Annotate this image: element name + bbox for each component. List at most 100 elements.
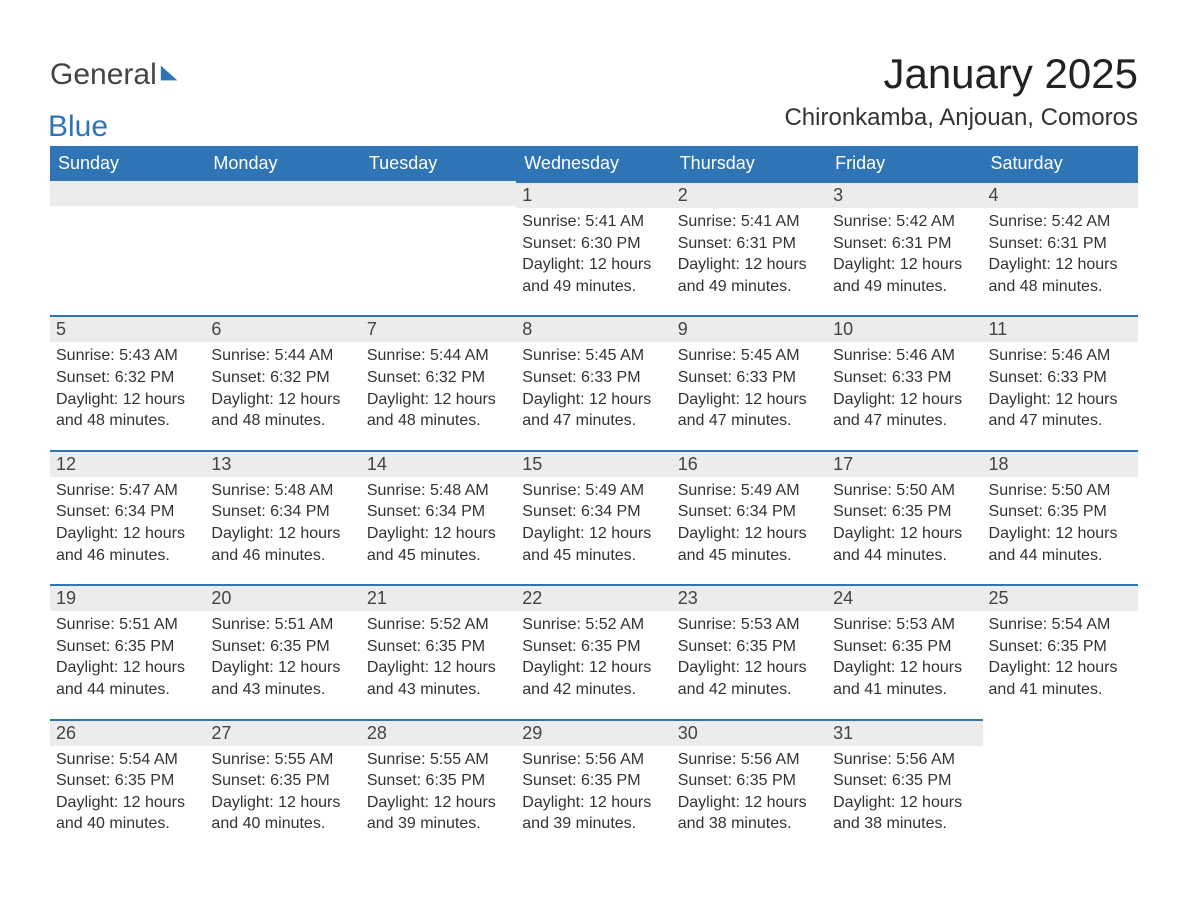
empty-day-bar xyxy=(50,181,205,206)
calendar-table: Sunday Monday Tuesday Wednesday Thursday… xyxy=(50,146,1138,853)
calendar-day-cell: 13 Sunrise: 5:48 AMSunset: 6:34 PMDayligh… xyxy=(205,450,360,584)
sunset-line: Sunset: 6:35 PM xyxy=(56,636,199,658)
sunrise-line: Sunrise: 5:54 AM xyxy=(989,614,1132,636)
day-number: 31 xyxy=(827,719,982,746)
day-body: Sunrise: 5:46 AMSunset: 6:33 PMDaylight:… xyxy=(983,345,1138,431)
day-number: 14 xyxy=(361,450,516,477)
calendar-day-cell: 26Sunrise: 5:54 AMSunset: 6:35 PMDayligh… xyxy=(50,719,205,853)
daylight-line: Daylight: 12 hours and 47 minutes. xyxy=(522,389,665,432)
daylight-line: Daylight: 12 hours and 45 minutes. xyxy=(522,523,665,566)
calendar-day-cell: 27Sunrise: 5:55 AMSunset: 6:35 PMDayligh… xyxy=(205,719,360,853)
calendar-day-cell: 18Sunrise: 5:50 AMSunset: 6:35 PMDayligh… xyxy=(983,450,1138,584)
daylight-line: Daylight: 12 hours and 46 minutes. xyxy=(56,523,199,566)
calendar-day-cell: 9Sunrise: 5:45 AMSunset: 6:33 PMDaylight… xyxy=(672,315,827,449)
daylight-line: Daylight: 12 hours and 43 minutes. xyxy=(211,657,354,700)
daylight-line: Daylight: 12 hours and 38 minutes. xyxy=(678,792,821,835)
location-subtitle: Chironkamba, Anjouan, Comoros xyxy=(784,104,1138,132)
sunset-line: Sunset: 6:32 PM xyxy=(367,367,510,389)
day-number: 9 xyxy=(672,315,827,342)
sunset-line: Sunset: 6:34 PM xyxy=(522,501,665,523)
sunrise-line: Sunrise: 5:56 AM xyxy=(678,749,821,771)
daylight-line: Daylight: 12 hours and 47 minutes. xyxy=(678,389,821,432)
day-number: 21 xyxy=(361,584,516,611)
sunset-line: Sunset: 6:35 PM xyxy=(678,636,821,658)
sunrise-line: Sunrise: 5:46 AM xyxy=(833,345,976,367)
sunset-line: Sunset: 6:35 PM xyxy=(211,636,354,658)
calendar-day-cell: 3 Sunrise: 5:42 AMSunset: 6:31 PMDaylight… xyxy=(827,181,982,315)
day-body: Sunrise: 5:52 AMSunset: 6:35 PMDaylight:… xyxy=(516,614,671,700)
day-body: Sunrise: 5:48 AMSunset: 6:34 PMDaylight:… xyxy=(205,480,360,566)
daylight-line: Daylight: 12 hours and 38 minutes. xyxy=(833,792,976,835)
daylight-line: Daylight: 12 hours and 47 minutes. xyxy=(833,389,976,432)
day-number: 11 xyxy=(983,315,1138,342)
daylight-line: Daylight: 12 hours and 42 minutes. xyxy=(678,657,821,700)
sunset-line: Sunset: 6:35 PM xyxy=(989,501,1132,523)
sunset-line: Sunset: 6:33 PM xyxy=(522,367,665,389)
day-body: Sunrise: 5:46 AMSunset: 6:33 PMDaylight:… xyxy=(827,345,982,431)
daylight-line: Daylight: 12 hours and 45 minutes. xyxy=(367,523,510,566)
sunset-line: Sunset: 6:34 PM xyxy=(211,501,354,523)
day-number: 29 xyxy=(516,719,671,746)
sunset-line: Sunset: 6:32 PM xyxy=(56,367,199,389)
daylight-line: Daylight: 12 hours and 44 minutes. xyxy=(989,523,1132,566)
daylight-line: Daylight: 12 hours and 45 minutes. xyxy=(678,523,821,566)
sunrise-line: Sunrise: 5:55 AM xyxy=(211,749,354,771)
sunset-line: Sunset: 6:31 PM xyxy=(833,233,976,255)
calendar-day-cell: 21 Sunrise: 5:52 AMSunset: 6:35 PMDayligh… xyxy=(361,584,516,718)
sunset-line: Sunset: 6:34 PM xyxy=(367,501,510,523)
day-number: 17 xyxy=(827,450,982,477)
weekday-header: Tuesday xyxy=(361,146,516,181)
empty-day-bar xyxy=(205,181,360,206)
sunrise-line: Sunrise: 5:41 AM xyxy=(678,211,821,233)
calendar-day-cell xyxy=(50,181,205,315)
calendar-day-cell: 1 Sunrise: 5:41 AMSunset: 6:30 PMDaylight… xyxy=(516,181,671,315)
day-number: 28 xyxy=(361,719,516,746)
daylight-line: Daylight: 12 hours and 41 minutes. xyxy=(989,657,1132,700)
day-body: Sunrise: 5:56 AMSunset: 6:35 PMDaylight:… xyxy=(827,749,982,835)
daylight-line: Daylight: 12 hours and 40 minutes. xyxy=(211,792,354,835)
calendar-week-row: 26Sunrise: 5:54 AMSunset: 6:35 PMDayligh… xyxy=(50,719,1138,853)
sunrise-line: Sunrise: 5:45 AM xyxy=(678,345,821,367)
day-body: Sunrise: 5:43 AMSunset: 6:32 PMDaylight:… xyxy=(50,345,205,431)
calendar-day-cell: 23Sunrise: 5:53 AMSunset: 6:35 PMDayligh… xyxy=(672,584,827,718)
day-number: 3 xyxy=(827,181,982,208)
sunset-line: Sunset: 6:35 PM xyxy=(989,636,1132,658)
sunrise-line: Sunrise: 5:49 AM xyxy=(522,480,665,502)
sunrise-line: Sunrise: 5:51 AM xyxy=(211,614,354,636)
sunset-line: Sunset: 6:34 PM xyxy=(678,501,821,523)
daylight-line: Daylight: 12 hours and 40 minutes. xyxy=(56,792,199,835)
sunset-line: Sunset: 6:35 PM xyxy=(522,636,665,658)
sunrise-line: Sunrise: 5:49 AM xyxy=(678,480,821,502)
logo-flag-icon xyxy=(159,62,181,84)
sunrise-line: Sunrise: 5:45 AM xyxy=(522,345,665,367)
sunrise-line: Sunrise: 5:48 AM xyxy=(211,480,354,502)
day-number: 2 xyxy=(672,181,827,208)
daylight-line: Daylight: 12 hours and 48 minutes. xyxy=(989,254,1132,297)
day-body: Sunrise: 5:54 AMSunset: 6:35 PMDaylight:… xyxy=(50,749,205,835)
sunset-line: Sunset: 6:31 PM xyxy=(989,233,1132,255)
day-body: Sunrise: 5:49 AMSunset: 6:34 PMDaylight:… xyxy=(516,480,671,566)
day-number: 13 xyxy=(205,450,360,477)
day-number: 1 xyxy=(516,181,671,208)
day-number: 7 xyxy=(361,315,516,342)
day-number: 10 xyxy=(827,315,982,342)
daylight-line: Daylight: 12 hours and 49 minutes. xyxy=(522,254,665,297)
day-body: Sunrise: 5:41 AMSunset: 6:30 PMDaylight:… xyxy=(516,211,671,297)
day-body: Sunrise: 5:54 AMSunset: 6:35 PMDaylight:… xyxy=(983,614,1138,700)
sunrise-line: Sunrise: 5:53 AM xyxy=(678,614,821,636)
sunset-line: Sunset: 6:35 PM xyxy=(367,770,510,792)
day-number: 30 xyxy=(672,719,827,746)
logo: General Blue xyxy=(50,60,181,142)
daylight-line: Daylight: 12 hours and 46 minutes. xyxy=(211,523,354,566)
day-body: Sunrise: 5:42 AMSunset: 6:31 PMDaylight:… xyxy=(827,211,982,297)
day-body: Sunrise: 5:52 AMSunset: 6:35 PMDaylight:… xyxy=(361,614,516,700)
day-body: Sunrise: 5:49 AMSunset: 6:34 PMDaylight:… xyxy=(672,480,827,566)
sunrise-line: Sunrise: 5:54 AM xyxy=(56,749,199,771)
daylight-line: Daylight: 12 hours and 43 minutes. xyxy=(367,657,510,700)
calendar-week-row: 1 Sunrise: 5:41 AMSunset: 6:30 PMDaylight… xyxy=(50,181,1138,315)
day-number: 20 xyxy=(205,584,360,611)
sunrise-line: Sunrise: 5:42 AM xyxy=(989,211,1132,233)
calendar-day-cell: 6Sunrise: 5:44 AMSunset: 6:32 PMDaylight… xyxy=(205,315,360,449)
day-number: 4 xyxy=(983,181,1138,208)
weekday-header: Sunday xyxy=(50,146,205,181)
